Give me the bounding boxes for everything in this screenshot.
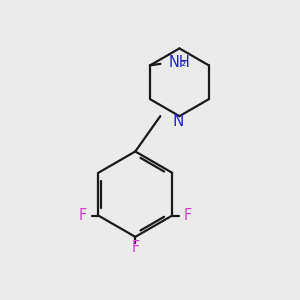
Text: F: F: [184, 208, 192, 223]
Text: F: F: [78, 208, 86, 223]
Text: N: N: [172, 114, 184, 129]
Text: ₂: ₂: [180, 56, 185, 70]
Text: NH: NH: [168, 56, 190, 70]
Text: F: F: [131, 240, 140, 255]
